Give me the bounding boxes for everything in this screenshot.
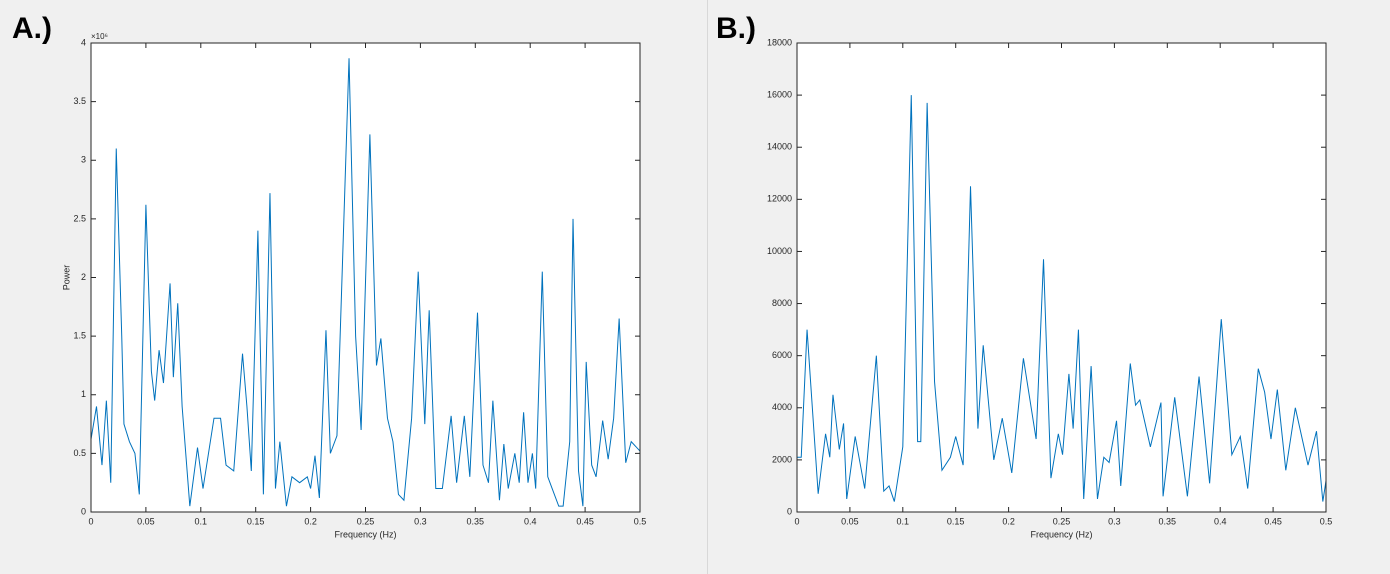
y-tick-label: 0 bbox=[81, 506, 86, 516]
panel-label: A.) bbox=[12, 12, 52, 45]
x-tick-label: 0.1 bbox=[195, 516, 208, 526]
x-tick-label: 0.25 bbox=[1053, 516, 1071, 526]
x-tick-label: 0.45 bbox=[576, 516, 594, 526]
y-tick-label: 0 bbox=[787, 506, 792, 516]
y-tick-label: 10000 bbox=[767, 246, 792, 256]
x-tick-label: 0.35 bbox=[1159, 516, 1177, 526]
y-tick-label: 1.5 bbox=[73, 331, 86, 341]
data-line bbox=[90, 58, 641, 507]
x-tick-label: 0.15 bbox=[247, 516, 265, 526]
x-tick-label: 0.35 bbox=[467, 516, 485, 526]
x-tick-label: 0.3 bbox=[1108, 516, 1121, 526]
plot-area bbox=[797, 43, 1326, 512]
x-tick-label: 0.15 bbox=[947, 516, 965, 526]
x-tick-label: 0.3 bbox=[414, 516, 427, 526]
y-tick-label: 1 bbox=[81, 389, 86, 399]
y-tick-label: 4000 bbox=[772, 402, 792, 412]
x-tick-label: 0.05 bbox=[137, 516, 155, 526]
y-tick-label: 2000 bbox=[772, 454, 792, 464]
y-tick-label: 4 bbox=[81, 37, 86, 47]
x-tick-label: 0.25 bbox=[357, 516, 375, 526]
x-tick-label: 0.2 bbox=[1002, 516, 1015, 526]
y-tick-label: 6000 bbox=[772, 350, 792, 360]
x-tick-label: 0.05 bbox=[841, 516, 859, 526]
plot-border bbox=[796, 42, 1327, 513]
y-tick-label: 0.5 bbox=[73, 448, 86, 458]
x-axis-label: Frequency (Hz) bbox=[334, 529, 396, 539]
y-axis-label: Power bbox=[61, 265, 71, 291]
y-exponent: ×10⁶ bbox=[91, 32, 108, 41]
x-tick-label: 0 bbox=[88, 516, 93, 526]
x-tick-label: 0.4 bbox=[1214, 516, 1227, 526]
x-axis-label: Frequency (Hz) bbox=[1030, 529, 1092, 539]
y-tick-label: 18000 bbox=[767, 37, 792, 47]
panel-label: B.) bbox=[716, 12, 756, 45]
y-tick-label: 8000 bbox=[772, 298, 792, 308]
y-tick-label: 14000 bbox=[767, 142, 792, 152]
x-tick-label: 0.5 bbox=[634, 516, 647, 526]
data-line bbox=[797, 95, 1327, 502]
x-tick-label: 0.45 bbox=[1264, 516, 1282, 526]
y-tick-label: 16000 bbox=[767, 89, 792, 99]
x-tick-label: 0.1 bbox=[897, 516, 910, 526]
y-tick-label: 2 bbox=[81, 272, 86, 282]
x-tick-label: 0.2 bbox=[304, 516, 317, 526]
y-tick-label: 3.5 bbox=[73, 96, 86, 106]
x-tick-label: 0.4 bbox=[524, 516, 537, 526]
y-tick-label: 2.5 bbox=[73, 213, 86, 223]
y-tick-label: 12000 bbox=[767, 194, 792, 204]
x-tick-label: 0 bbox=[794, 516, 799, 526]
y-tick-label: 3 bbox=[81, 155, 86, 165]
x-tick-label: 0.5 bbox=[1320, 516, 1333, 526]
plot-border bbox=[90, 42, 641, 513]
